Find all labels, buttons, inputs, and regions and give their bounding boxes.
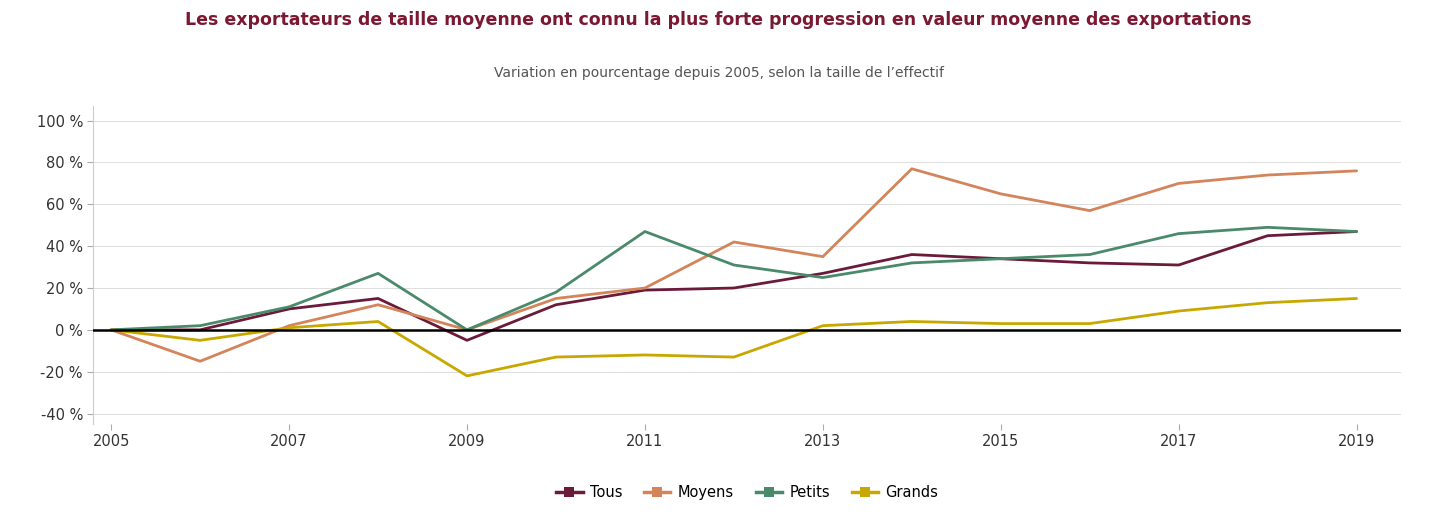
Legend: Tous, Moyens, Petits, Grands: Tous, Moyens, Petits, Grands <box>550 479 944 506</box>
Text: Les exportateurs de taille moyenne ont connu la plus forte progression en valeur: Les exportateurs de taille moyenne ont c… <box>185 11 1252 29</box>
Text: Variation en pourcentage depuis 2005, selon la taille de l’effectif: Variation en pourcentage depuis 2005, se… <box>493 66 944 80</box>
